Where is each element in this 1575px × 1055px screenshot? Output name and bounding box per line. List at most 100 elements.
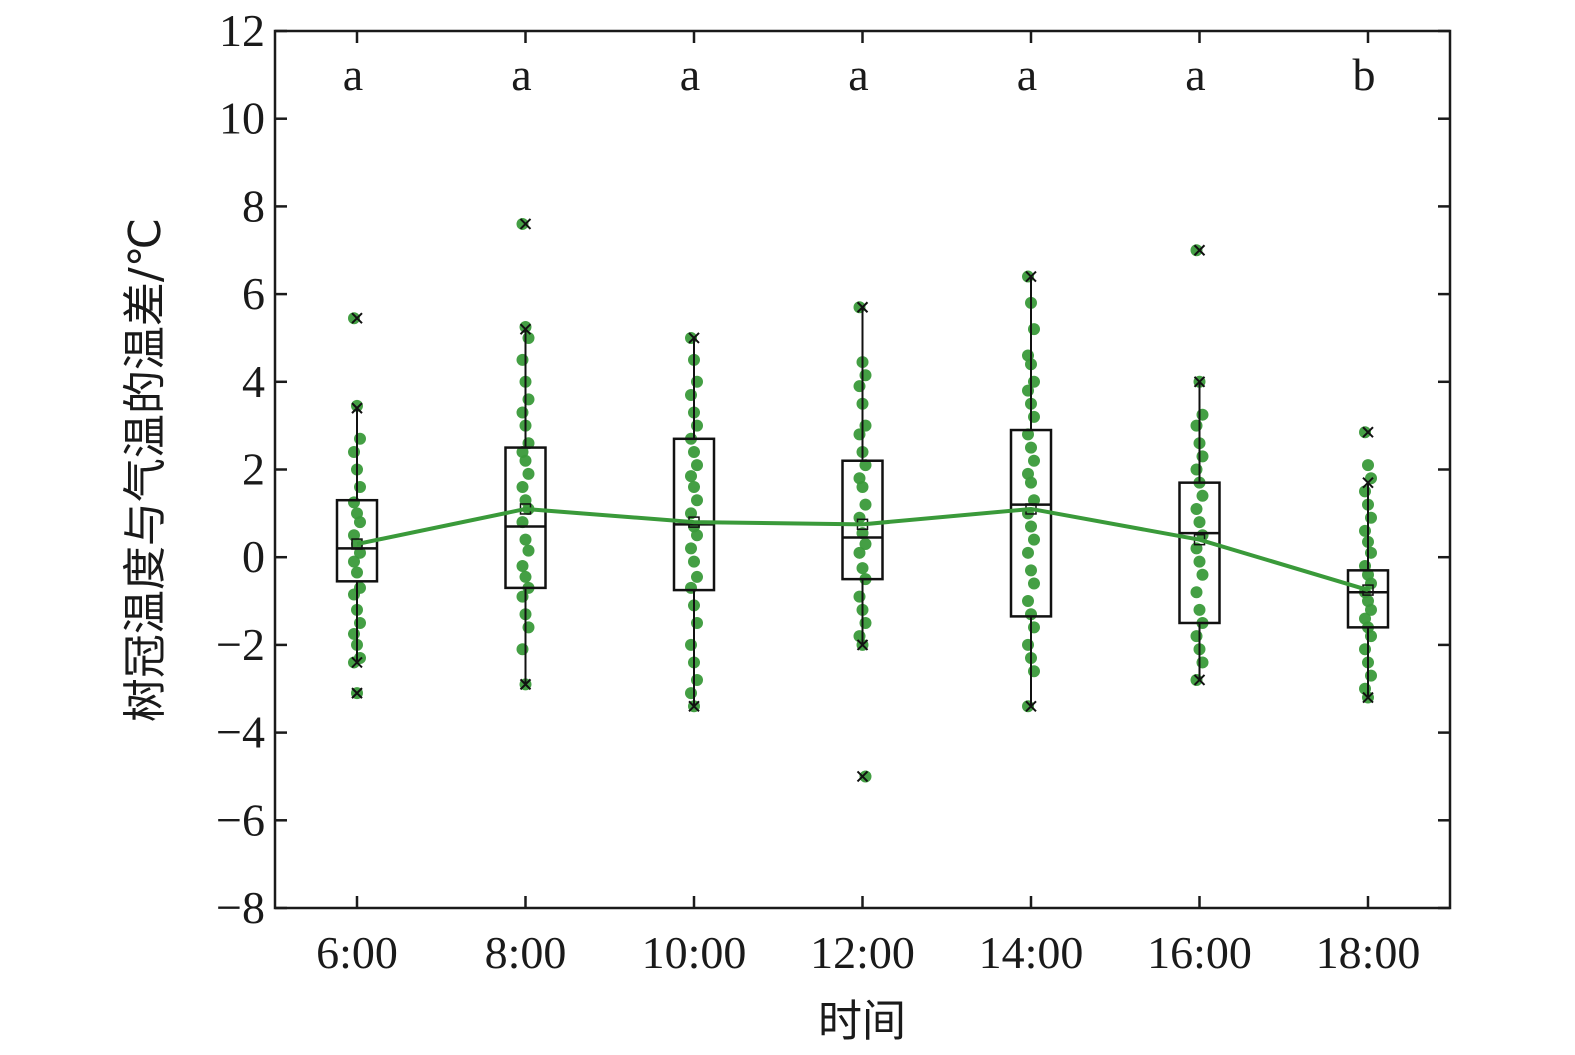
extreme-marker bbox=[688, 700, 700, 712]
y-tick-label: −8 bbox=[216, 882, 265, 933]
data-point bbox=[1025, 520, 1037, 533]
data-point bbox=[1022, 384, 1034, 397]
data-point bbox=[522, 621, 535, 634]
data-point bbox=[351, 566, 363, 579]
extreme-marker bbox=[1025, 270, 1037, 283]
data-point bbox=[853, 546, 866, 559]
data-point bbox=[348, 496, 360, 509]
data-point bbox=[1196, 489, 1209, 502]
extreme-marker bbox=[519, 218, 532, 230]
data-point bbox=[1028, 494, 1040, 507]
data-point bbox=[348, 312, 360, 325]
box bbox=[1009, 428, 1053, 618]
extreme-marker bbox=[351, 312, 363, 324]
data-point bbox=[516, 559, 529, 572]
data-point bbox=[348, 588, 360, 601]
x-tick-label: 10:00 bbox=[642, 927, 747, 978]
box bbox=[504, 446, 547, 590]
extreme-marker bbox=[1362, 691, 1374, 704]
significance-letter: a bbox=[848, 49, 868, 100]
data-point bbox=[688, 555, 700, 568]
data-point bbox=[1359, 524, 1371, 537]
data-point bbox=[853, 380, 866, 393]
x-axis: 6:00 8:00 10:00 12:00 14:00 16:00 18:00 bbox=[316, 31, 1420, 978]
data-point bbox=[691, 419, 703, 432]
data-point bbox=[688, 481, 700, 494]
data-point bbox=[516, 353, 529, 366]
y-tick-label: −4 bbox=[216, 707, 265, 758]
data-point bbox=[1025, 441, 1037, 454]
y-tick-label: −6 bbox=[216, 794, 265, 845]
x-tick-label: 8:00 bbox=[485, 927, 567, 978]
data-point bbox=[516, 481, 529, 494]
extreme-marker bbox=[1025, 700, 1037, 712]
significance-letter: a bbox=[1017, 49, 1037, 100]
data-point bbox=[1365, 603, 1377, 616]
data-point bbox=[516, 217, 529, 230]
data-point bbox=[1028, 621, 1040, 634]
significance-letter: b bbox=[1353, 49, 1376, 100]
data-point bbox=[1190, 630, 1203, 643]
data-point bbox=[685, 388, 697, 401]
extreme-marker bbox=[351, 402, 363, 414]
data-point bbox=[856, 481, 869, 494]
extreme-marker bbox=[519, 678, 532, 691]
mean-line bbox=[356, 506, 1369, 593]
data-point bbox=[685, 687, 697, 700]
data-point bbox=[1022, 595, 1034, 608]
data-point bbox=[1022, 638, 1034, 651]
data-point bbox=[1193, 603, 1206, 616]
y-tick-label: 0 bbox=[242, 531, 265, 582]
data-point bbox=[1365, 511, 1377, 524]
data-point bbox=[1028, 323, 1040, 336]
y-tick-label: 6 bbox=[242, 268, 265, 319]
data-point bbox=[1022, 546, 1034, 559]
x-tick-label: 18:00 bbox=[1316, 927, 1421, 978]
data-point bbox=[1190, 502, 1203, 515]
data-point bbox=[1190, 463, 1203, 476]
data-point bbox=[688, 445, 700, 458]
data-point bbox=[856, 527, 869, 540]
x-tick-label: 6:00 bbox=[316, 927, 398, 978]
y-tick-label: 12 bbox=[219, 5, 265, 56]
data-point bbox=[1359, 485, 1371, 498]
extreme-marker bbox=[688, 332, 700, 344]
data-point bbox=[1190, 244, 1203, 257]
y-axis: −8 −6 −4 −2 0 2 4 6 8 10 12 bbox=[216, 5, 1450, 933]
data-points bbox=[348, 217, 1377, 783]
data-point bbox=[1196, 408, 1209, 421]
data-point bbox=[1028, 533, 1040, 546]
data-point bbox=[1365, 577, 1377, 590]
y-axis-title: 树冠温度与气温的温差/℃ bbox=[120, 218, 171, 722]
data-point bbox=[348, 627, 360, 640]
box bbox=[1178, 481, 1221, 625]
data-point bbox=[1196, 568, 1209, 581]
data-point bbox=[522, 393, 535, 406]
data-point bbox=[853, 511, 866, 524]
data-point bbox=[1025, 564, 1037, 577]
y-tick-label: 10 bbox=[219, 93, 265, 144]
y-tick-label: 8 bbox=[242, 180, 265, 231]
data-point bbox=[856, 562, 869, 575]
data-point bbox=[1196, 450, 1209, 463]
data-point bbox=[691, 616, 703, 629]
data-point bbox=[516, 643, 529, 656]
significance-letter: a bbox=[680, 49, 700, 100]
x-axis-title: 时间 bbox=[818, 996, 906, 1047]
extreme-marker bbox=[1362, 476, 1374, 489]
data-point bbox=[519, 320, 532, 333]
data-point bbox=[859, 616, 872, 629]
data-point bbox=[519, 454, 532, 467]
data-point bbox=[1028, 665, 1040, 678]
extreme-marker bbox=[519, 323, 532, 335]
data-point bbox=[354, 481, 366, 494]
x-tick-label: 12:00 bbox=[810, 927, 915, 978]
data-point bbox=[859, 459, 872, 472]
data-point bbox=[354, 432, 366, 445]
data-point bbox=[354, 616, 366, 629]
data-point bbox=[1365, 669, 1377, 682]
data-point bbox=[1028, 577, 1040, 590]
data-point bbox=[519, 570, 532, 583]
data-point bbox=[354, 516, 366, 529]
